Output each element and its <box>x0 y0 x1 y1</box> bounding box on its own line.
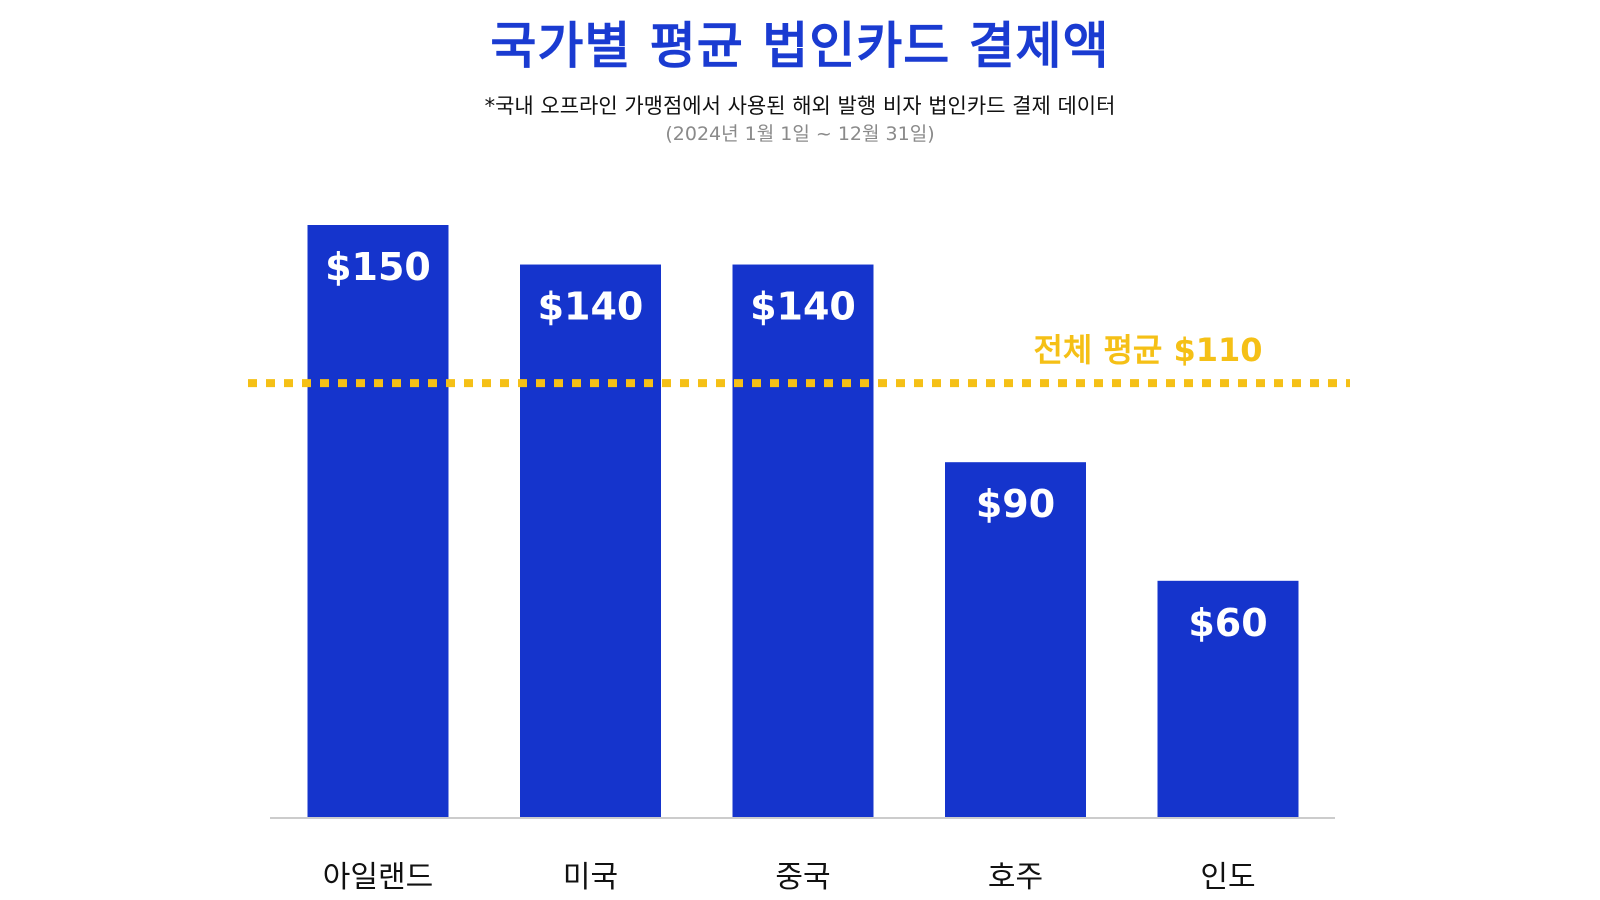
bar-1 <box>307 225 449 818</box>
bar-value-label: $90 <box>976 482 1055 526</box>
bar-5 <box>1157 580 1299 818</box>
bar-value-label: $150 <box>325 245 431 289</box>
chart-title: 국가별 평균 법인카드 결제액 <box>490 17 1110 75</box>
average-label: 전체 평균 $110 <box>1033 331 1262 369</box>
bar-value-label: $140 <box>750 285 856 329</box>
chart-date-range: (2024년 1월 1일 ~ 12월 31일) <box>665 123 935 145</box>
bars <box>307 225 1299 818</box>
bar-value-label: $140 <box>538 285 644 329</box>
category-label: 중국 <box>775 860 830 895</box>
bar-4 <box>945 462 1086 818</box>
category-label: 호주 <box>988 860 1043 895</box>
category-label: 인도 <box>1200 860 1255 895</box>
chart-subtitle: *국내 오프라인 가맹점에서 사용된 해외 발행 비자 법인카드 결제 데이터 <box>484 94 1116 118</box>
bar-value-label: $60 <box>1188 601 1267 645</box>
bar-2 <box>520 264 661 818</box>
bar-value-labels: $150 $140 $140 $90 $60 <box>325 245 1268 645</box>
category-label: 미국 <box>563 860 618 895</box>
category-label: 아일랜드 <box>323 860 433 895</box>
bar-3 <box>732 264 874 818</box>
category-labels: 아일랜드 미국 중국 호주 인도 <box>323 860 1256 895</box>
